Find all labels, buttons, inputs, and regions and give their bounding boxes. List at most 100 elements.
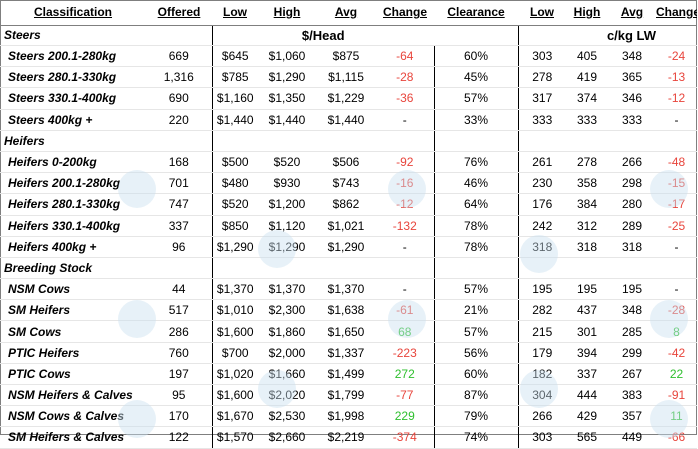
cell-change: -36	[376, 87, 435, 110]
cell-clearance: 76%	[434, 151, 518, 174]
cell-clearance: 21%	[434, 299, 518, 322]
cell-high-c	[566, 257, 608, 280]
cell-high: $1,370	[258, 278, 316, 301]
cell-high-c: 318	[566, 236, 608, 258]
cell-clearance: 78%	[434, 236, 518, 258]
cell-low: $1,160	[211, 87, 258, 110]
cell-avg-c: 289	[608, 215, 656, 237]
cell-low-c: 278	[517, 66, 566, 89]
cell-avg-c: 449	[608, 426, 656, 449]
cell-low: $1,670	[211, 405, 258, 428]
cell-avg: $1,229	[316, 87, 376, 110]
table-row: Heifers 400kg +96 $1,290 $1,290 $1,290-78% 3…	[0, 236, 697, 258]
cell-avg-c: 299	[608, 342, 656, 364]
cell-change: -12	[376, 193, 435, 216]
cell-high: $1,200	[258, 193, 316, 216]
header-avg-c: Avg	[608, 0, 656, 26]
cell-change-c: -48	[656, 151, 697, 174]
header-low-c: Low	[518, 0, 566, 26]
cell-change-c: -28	[656, 299, 697, 322]
table-row: SM Cows 286 $1,600 $1,860 $1,650 68 57% 215 301 2…	[0, 320, 697, 343]
cell-high-c: 405	[566, 45, 608, 68]
cell-change: -	[376, 236, 435, 258]
row-classification: Steers 200.1-280kg	[0, 45, 146, 68]
cell-low: $480	[211, 172, 258, 195]
cell-clearance: 56%	[434, 342, 518, 364]
cell-high: $1,060	[258, 45, 316, 68]
cell-high: $1,120	[258, 215, 316, 237]
cell-change-c: -	[656, 236, 697, 258]
cell-clearance: 79%	[434, 405, 518, 428]
cell-high-c: 278	[566, 151, 608, 174]
cell-change: -132	[376, 215, 435, 237]
cell-low-c: 304	[517, 384, 566, 407]
cell-change-c: -	[656, 278, 697, 301]
cell-low: $785	[211, 66, 258, 89]
cell-low: $850	[211, 215, 258, 237]
cell-high-c: 384	[566, 193, 608, 216]
cell-avg: $1,638	[316, 299, 376, 322]
cell-clearance: 57%	[434, 320, 518, 343]
cell-offered: 122	[146, 426, 212, 449]
cell-offered: 95	[146, 384, 212, 407]
cell-low-c: 333	[517, 109, 566, 131]
cell-change: -77	[376, 384, 435, 407]
cell-offered: 286	[146, 320, 212, 343]
cell-high-c: 565	[566, 426, 608, 449]
cell-offered: 337	[146, 215, 212, 237]
cell-low-c: 176	[517, 193, 566, 216]
cell-high-c: 437	[566, 299, 608, 322]
table-row: PTIC Cows 197 $1,020 $1,660 $1,499 272 60% 182 3…	[0, 363, 697, 386]
cell-avg: $1,370	[316, 278, 376, 301]
header-avg: Avg	[316, 0, 376, 26]
row-classification: Steers 400kg +	[0, 109, 146, 131]
row-classification: Heifers 200.1-280kg	[0, 172, 146, 195]
cell-avg-c: 357	[608, 405, 656, 428]
cell-high-c	[566, 130, 608, 152]
cell-change-c	[656, 257, 697, 280]
cell-high-c: 337	[566, 363, 608, 386]
cell-offered: 170	[146, 405, 212, 428]
cell-avg-c: 280	[608, 193, 656, 216]
cell-change: -61	[376, 299, 435, 322]
cell-avg-c: 333	[608, 109, 656, 131]
cell-avg: $1,115	[316, 66, 376, 89]
cell-high-c: 358	[566, 172, 608, 195]
row-classification: SM Heifers & Calves	[0, 426, 146, 449]
cell-avg-c: 346	[608, 87, 656, 110]
cell-high: $1,660	[258, 363, 316, 386]
cell-low: $1,290	[211, 236, 258, 258]
cell-high-c: 312	[566, 215, 608, 237]
cell-high: $2,530	[258, 405, 316, 428]
cell-change	[376, 130, 435, 152]
cell-low-c: 242	[517, 215, 566, 237]
cell-low	[211, 257, 258, 280]
cell-low-c: 215	[517, 320, 566, 343]
cell-high-c: 394	[566, 342, 608, 364]
cell-offered: 1,316	[146, 66, 212, 89]
group-header-row: Heifers	[0, 130, 697, 152]
cell-avg: $506	[316, 151, 376, 174]
cell-change-c: -24	[656, 45, 697, 68]
cell-change: -	[376, 278, 435, 301]
cell-offered: 760	[146, 342, 212, 364]
cell-avg: $1,440	[316, 109, 376, 131]
cell-change: -374	[376, 426, 435, 449]
cell-offered: 747	[146, 193, 212, 216]
cell-offered: 197	[146, 363, 212, 386]
cell-high-c: 444	[566, 384, 608, 407]
cell-offered: 517	[146, 299, 212, 322]
table-row: Heifers 280.1-330kg 747 $520 $1,200 $862 -12 6…	[0, 193, 697, 216]
table-row: Heifers 330.1-400kg 337 $850 $1,120 $1,021 -1…	[0, 215, 697, 237]
cell-low: $1,440	[211, 109, 258, 131]
cell-avg	[316, 257, 376, 280]
table-row: NSM Cows & Calves 170 $1,670 $2,530 $1,998 22…	[0, 405, 697, 428]
header-high-c: High	[566, 0, 608, 26]
table-row: Heifers 0-200kg 168 $500 $520 $506 -92 76% 261 2…	[0, 151, 697, 174]
cell-change-c: 22	[656, 363, 697, 386]
cell-change-c: -42	[656, 342, 697, 364]
cell-change-c: -15	[656, 172, 697, 195]
cell-high	[258, 257, 316, 280]
cell-change-c: -13	[656, 66, 697, 89]
